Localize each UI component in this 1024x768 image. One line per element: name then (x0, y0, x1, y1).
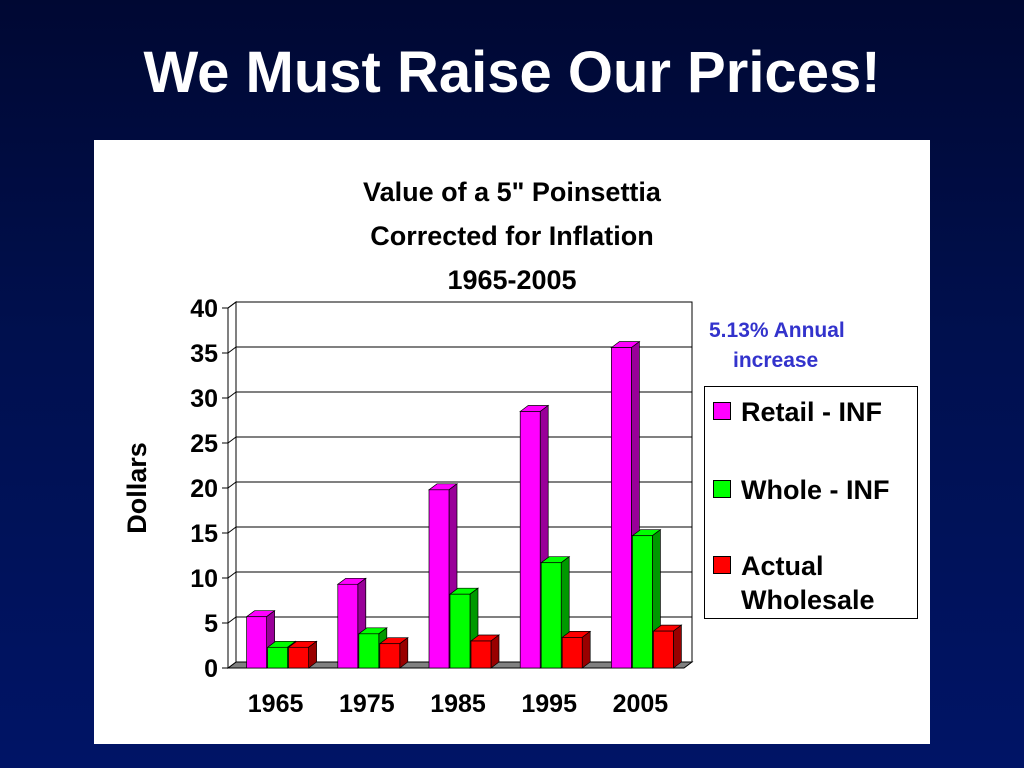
y-tick-label: 35 (190, 340, 218, 368)
gridline-diag (227, 301, 237, 309)
bar-Retail - INF-1965 (246, 616, 267, 669)
gridline-diag (227, 346, 237, 354)
legend-swatch-whole (713, 480, 731, 498)
legend-label-actual: Actual Wholesale (741, 551, 875, 615)
bar-Retail - INF-2005 (611, 347, 632, 669)
legend-item-retail: Retail - INF (713, 395, 911, 429)
x-tick-label: 1965 (248, 690, 304, 718)
legend-item-whole: Whole - INF (713, 473, 911, 507)
bar-Retail - INF-1985 (428, 489, 450, 669)
bar-chart: 0 5 10 15 20 25 30 35 40 Dollars 1965 1975 1985 1995 2… (122, 295, 694, 718)
slide-title: We Must Raise Our Prices! (143, 40, 881, 105)
x-tick-label: 1985 (430, 690, 486, 718)
legend-swatch-actual (713, 556, 731, 574)
y-tick-label: 25 (190, 430, 218, 458)
y-tick-label: 30 (190, 385, 218, 413)
chart-title: Value of a 5" Poinsettia Corrected for I… (94, 170, 930, 302)
gridline-diag (227, 391, 237, 399)
legend-label-whole: Whole - INF (741, 475, 890, 505)
chart-title-line-3: 1965-2005 (447, 265, 577, 295)
y-tick-label: 5 (204, 610, 218, 638)
annotation-line-2: increase (733, 349, 819, 372)
bar-side-Actual Wholesale-1995 (581, 630, 591, 669)
y-tick-label: 20 (190, 475, 218, 503)
y-axis-title: Dollars (122, 442, 152, 534)
legend-label-retail: Retail - INF (741, 397, 883, 427)
bar-Whole - INF-1985 (449, 593, 471, 669)
growth-annotation: 5.13% Annual increase (709, 316, 909, 376)
bar-Actual Wholesale-1985 (470, 640, 492, 669)
bar-Retail - INF-1995 (519, 411, 541, 669)
annotation-line-1: 5.13% Annual (709, 319, 845, 342)
chart-panel: Value of a 5" Poinsettia Corrected for I… (94, 140, 930, 744)
chart-title-line-1: Value of a 5" Poinsettia (363, 177, 661, 207)
gridline-diag (227, 571, 237, 579)
bar-Actual Wholesale-1965 (288, 646, 309, 669)
bar-Retail - INF-1975 (337, 583, 359, 669)
bar-Actual Wholesale-1995 (561, 637, 583, 669)
y-tick-label: 15 (190, 520, 218, 548)
gridline-diag (227, 526, 237, 534)
y-tick-label: 40 (190, 295, 218, 323)
bar-Whole - INF-1995 (540, 562, 562, 669)
bar-Actual Wholesale-2005 (653, 630, 674, 669)
gridline-diag (227, 436, 237, 444)
legend-swatch-retail (713, 402, 731, 420)
gridline-diag (227, 481, 237, 489)
x-tick-label: 1995 (521, 690, 577, 718)
bar-Actual Wholesale-1975 (379, 643, 401, 669)
bar-Whole - INF-1975 (358, 633, 380, 669)
bar-Whole - INF-2005 (632, 535, 653, 669)
bar-side-Actual Wholesale-2005 (673, 624, 682, 669)
bar-side-Actual Wholesale-1985 (490, 634, 500, 669)
x-tick-label: 1975 (339, 690, 395, 718)
legend-item-actual: Actual Wholesale (713, 549, 911, 617)
y-tick-label: 0 (204, 655, 218, 683)
x-tick-label: 2005 (613, 690, 669, 718)
chart-legend: Retail - INF Whole - INF Actual Wholesal… (704, 386, 918, 619)
chart-title-line-2: Corrected for Inflation (370, 221, 654, 251)
bar-Whole - INF-1965 (267, 646, 288, 669)
y-tick-label: 10 (190, 565, 218, 593)
gridline-diag (227, 616, 237, 624)
